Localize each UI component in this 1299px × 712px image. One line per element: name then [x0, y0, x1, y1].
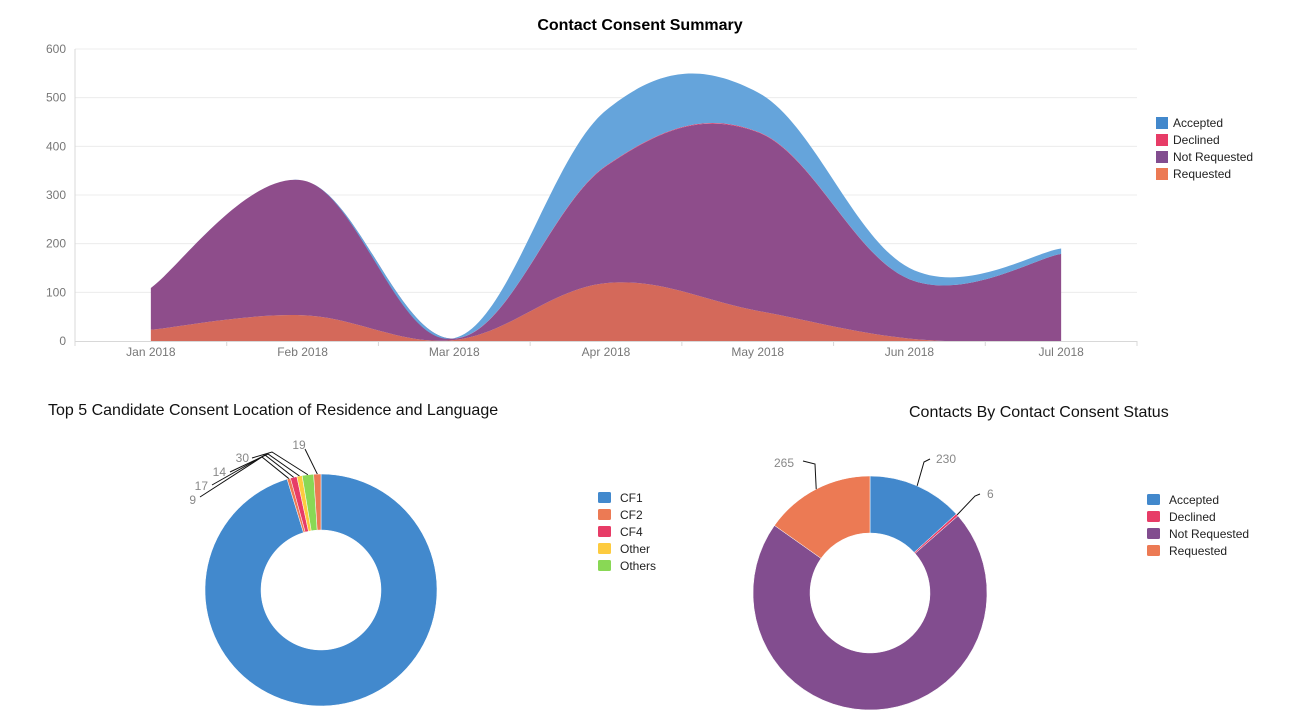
legend-label: CF2 [620, 508, 643, 522]
legend-swatch [1147, 528, 1160, 539]
legend-swatch [1147, 511, 1160, 522]
area-series-requested [150, 282, 1062, 342]
legend-swatch [598, 543, 611, 554]
data-label: 30 [236, 451, 250, 465]
leader-line [304, 448, 318, 475]
x-tick-label: Feb 2018 [277, 345, 328, 359]
legend-label: Others [620, 559, 656, 573]
y-tick-label: 400 [46, 139, 66, 153]
data-label: 9 [189, 493, 196, 507]
area-chart-legend: Accepted Declined Not Requested Requested [1156, 116, 1253, 181]
pie1-slices [204, 473, 438, 707]
slice-not-requested[interactable] [752, 515, 988, 711]
data-label: 17 [195, 479, 209, 493]
x-tick-label: Jun 2018 [885, 345, 935, 359]
x-tick-label: Apr 2018 [582, 345, 631, 359]
legend-label: CF4 [620, 525, 643, 539]
legend-label: Requested [1173, 167, 1231, 181]
legend-swatch [1156, 134, 1168, 146]
data-label: 14 [213, 465, 227, 479]
pie1-legend: CF1 CF2 CF4 Other Others [598, 491, 656, 573]
legend-item-cf2[interactable]: CF2 [598, 508, 643, 522]
leader-line [802, 460, 817, 490]
pie1-title: Top 5 Candidate Consent Location of Resi… [48, 402, 498, 419]
y-tick-label: 600 [46, 42, 66, 56]
data-label: 265 [774, 456, 794, 470]
legend-label: Other [620, 542, 650, 556]
legend-swatch [1156, 117, 1168, 129]
data-label: 6 [987, 487, 994, 501]
legend-swatch [1147, 494, 1160, 505]
legend-swatch [598, 526, 611, 537]
area-series-accepted [150, 73, 1062, 339]
y-tick-label: 300 [46, 188, 66, 202]
x-tick-label: Mar 2018 [429, 345, 480, 359]
legend-item-requested[interactable]: Requested [1156, 167, 1231, 181]
pie1-data-labels: 917 14 30 19 [189, 438, 318, 507]
legend-label: Requested [1169, 544, 1227, 558]
legend-item-declined[interactable]: Declined [1147, 510, 1216, 524]
x-tick-label: May 2018 [731, 345, 784, 359]
slice-cf1[interactable] [204, 473, 438, 707]
area-chart-title: Contact Consent Summary [537, 17, 742, 34]
legend-label: Accepted [1169, 493, 1219, 507]
legend-item-cf1[interactable]: CF1 [598, 491, 643, 505]
y-tick-label: 100 [46, 285, 66, 299]
area-chart-x-axis: Jan 2018 Feb 2018 Mar 2018 Apr 2018 May 2018… [74, 341, 1138, 359]
leader-line [956, 493, 981, 516]
pie2-slices [752, 475, 988, 711]
legend-label: Accepted [1173, 116, 1223, 130]
leader-line [916, 458, 931, 487]
contact-consent-summary-chart: Contact Consent Summary 0 100 200 300 400 500… [46, 17, 1253, 359]
area-series-declined [150, 123, 1062, 339]
legend-item-not-requested[interactable]: Not Requested [1156, 150, 1253, 164]
pie2-legend: Accepted Declined Not Requested Requested [1147, 493, 1249, 558]
legend-item-accepted[interactable]: Accepted [1156, 116, 1223, 130]
slice-requested[interactable] [774, 475, 871, 559]
x-tick-label: Jan 2018 [126, 345, 176, 359]
y-tick-label: 0 [59, 334, 66, 348]
pie2-data-labels: 230 6 265 [774, 452, 994, 516]
legend-item-cf4[interactable]: CF4 [598, 525, 643, 539]
legend-item-others[interactable]: Others [598, 559, 656, 573]
data-label: 230 [936, 452, 956, 466]
y-tick-label: 500 [46, 91, 66, 105]
slice-cf2[interactable] [313, 473, 322, 531]
legend-label: CF1 [620, 491, 643, 505]
top5-location-language-chart: Top 5 Candidate Consent Location of Resi… [48, 402, 656, 707]
x-tick-label: Jul 2018 [1038, 345, 1084, 359]
legend-swatch [598, 560, 611, 571]
legend-swatch [598, 509, 611, 520]
area-series-not-requested [150, 123, 1062, 342]
pie2-title: Contacts By Contact Consent Status [909, 404, 1169, 421]
legend-label: Not Requested [1169, 527, 1249, 541]
legend-swatch [1156, 151, 1168, 163]
leader-line [251, 451, 309, 476]
legend-label: Declined [1173, 133, 1220, 147]
legend-item-accepted[interactable]: Accepted [1147, 493, 1219, 507]
legend-item-requested[interactable]: Requested [1147, 544, 1227, 558]
y-tick-label: 200 [46, 237, 66, 251]
legend-item-not-requested[interactable]: Not Requested [1147, 527, 1249, 541]
contacts-by-consent-status-chart: Contacts By Contact Consent Status 23062… [752, 404, 1249, 711]
legend-label: Not Requested [1173, 150, 1253, 164]
legend-swatch [598, 492, 611, 503]
legend-swatch [1156, 168, 1168, 180]
area-chart-y-axis: 0 100 200 300 400 500 600 [46, 42, 76, 348]
legend-item-other[interactable]: Other [598, 542, 650, 556]
data-label: 19 [292, 438, 306, 452]
leader-line [229, 453, 300, 477]
legend-item-declined[interactable]: Declined [1156, 133, 1220, 147]
area-chart-series [150, 73, 1062, 342]
legend-swatch [1147, 545, 1160, 556]
legend-label: Declined [1169, 510, 1216, 524]
